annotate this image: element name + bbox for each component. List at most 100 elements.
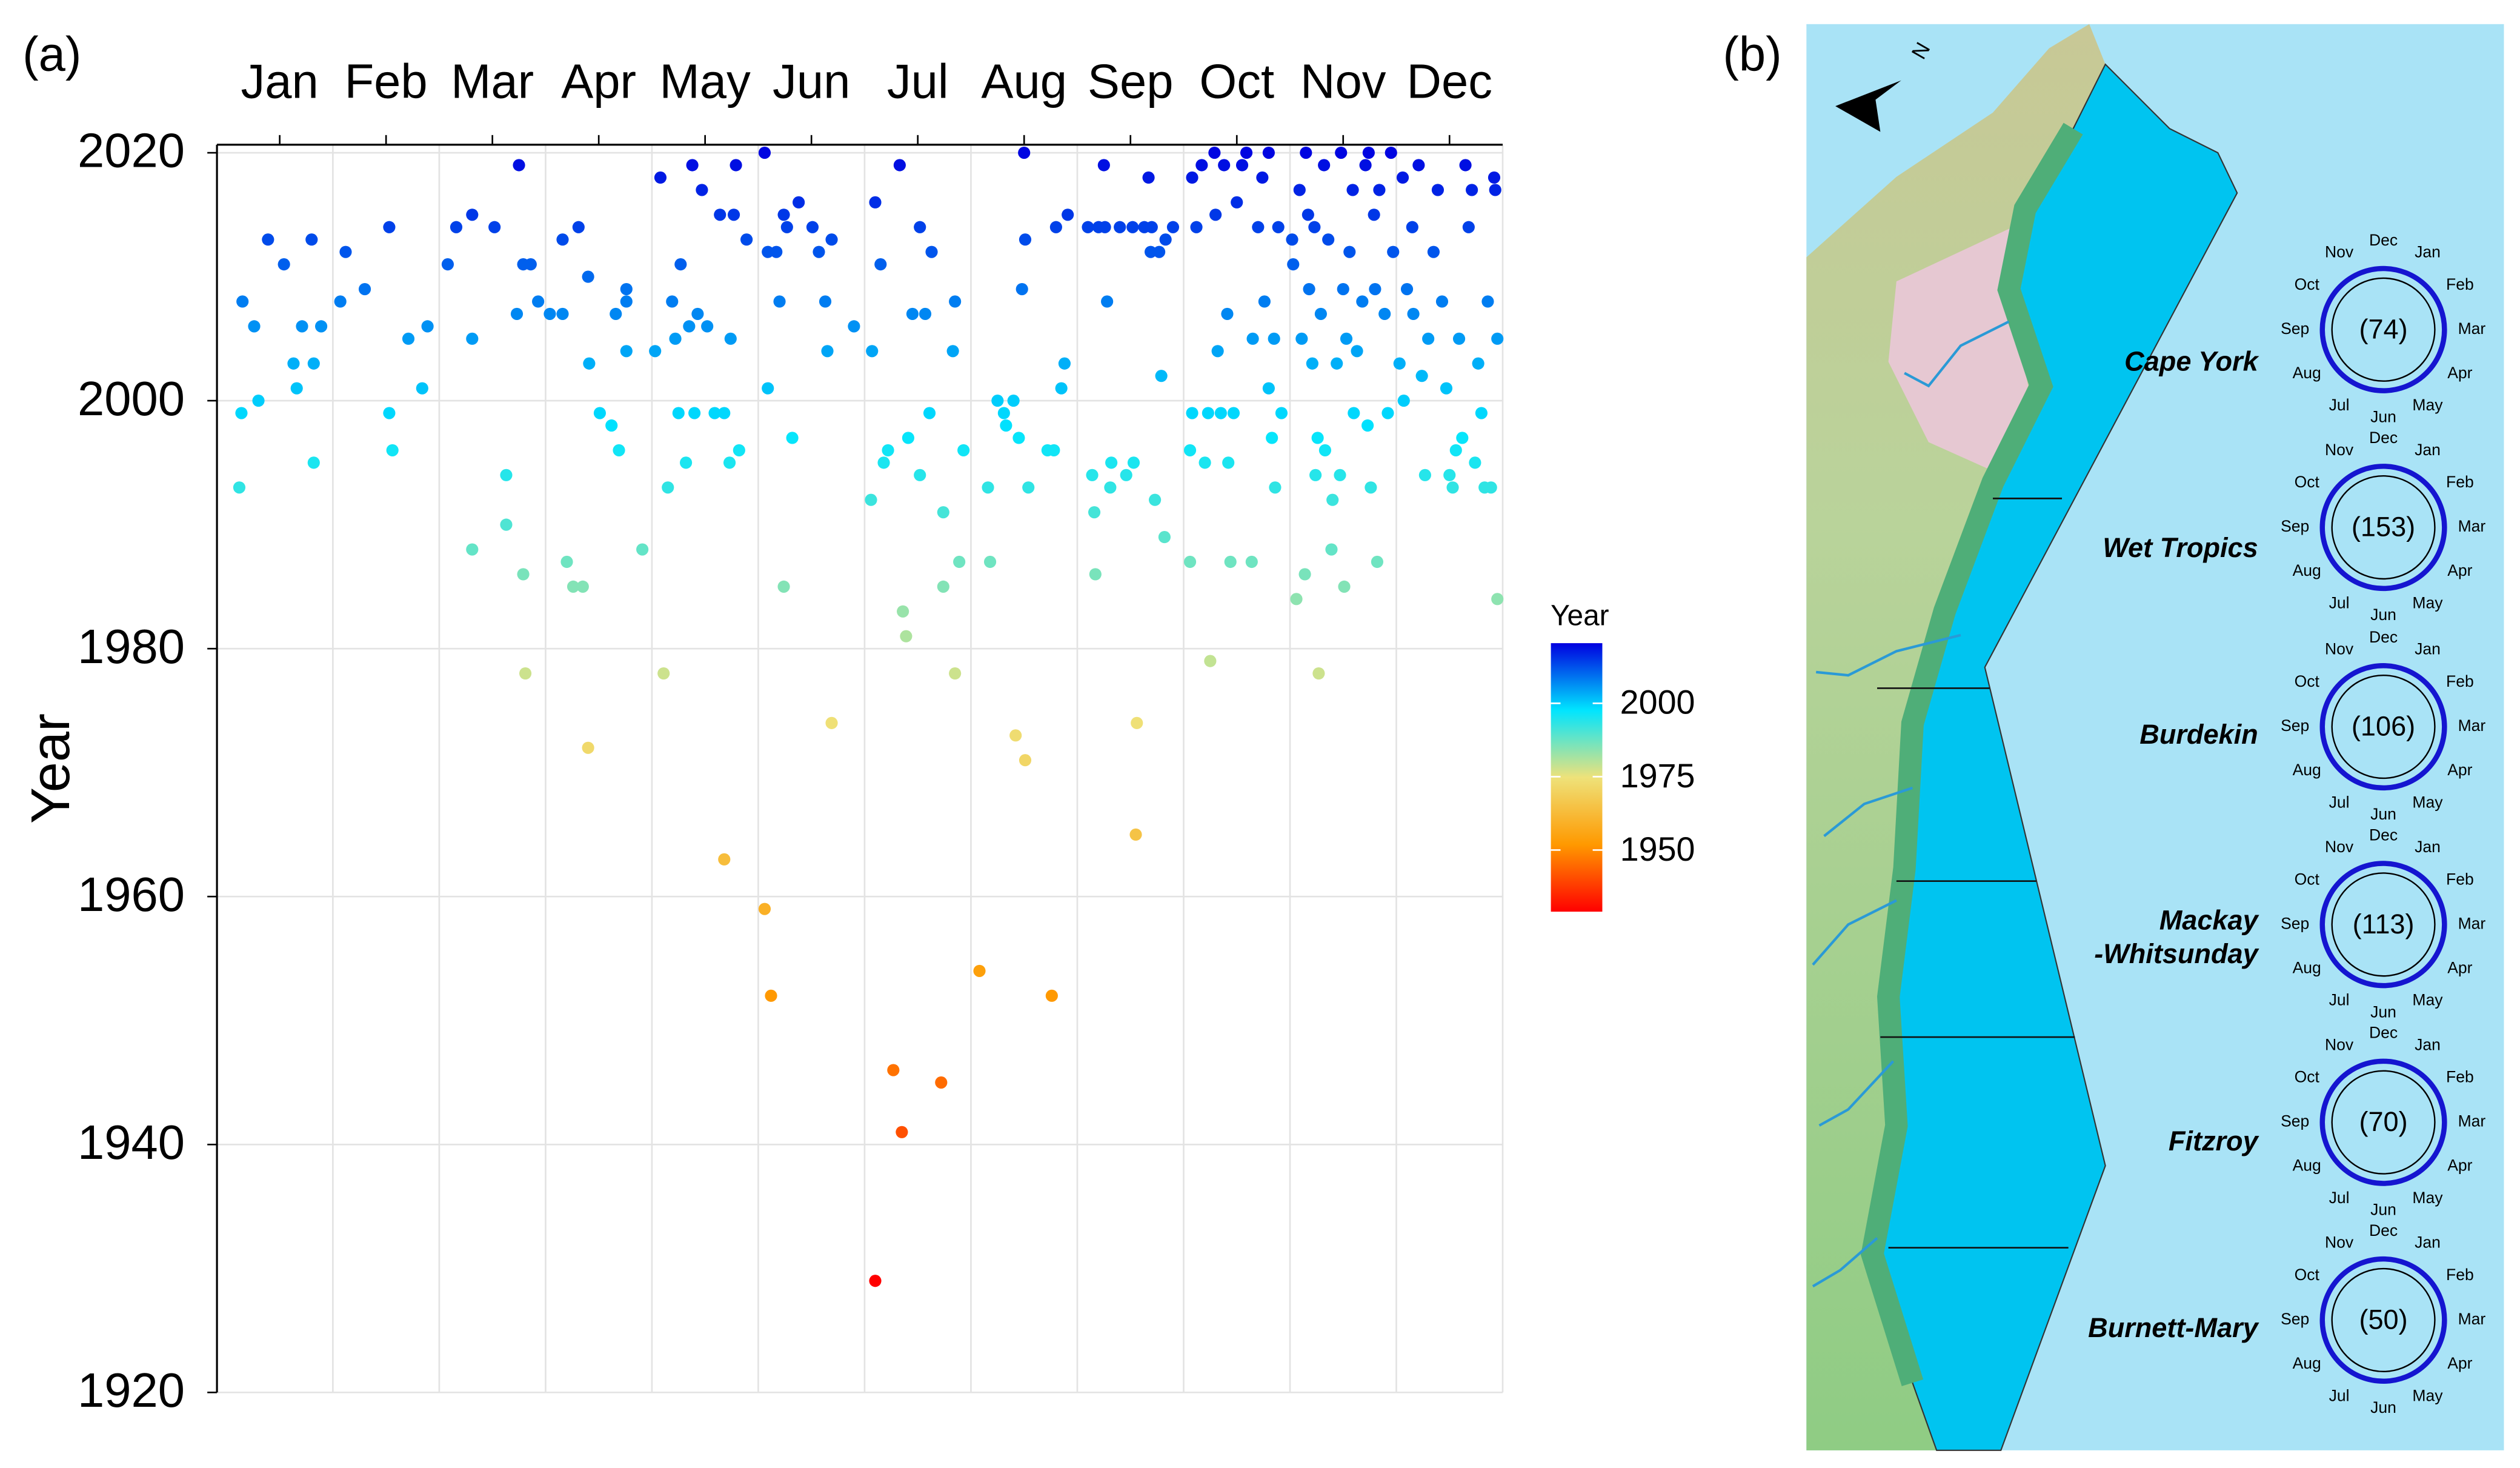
- point: [686, 159, 699, 172]
- point: [402, 332, 415, 345]
- point: [991, 395, 1004, 407]
- point: [893, 159, 906, 172]
- point: [605, 419, 618, 432]
- point: [450, 221, 463, 233]
- y-tick-label: 2020: [78, 124, 185, 178]
- point: [421, 320, 434, 333]
- month-label: Feb: [2446, 1068, 2474, 1086]
- point: [1459, 159, 1472, 172]
- point: [582, 270, 594, 283]
- month-label: Oct: [2295, 1266, 2320, 1284]
- point: [1190, 221, 1203, 233]
- month-label: Oct: [2295, 275, 2320, 293]
- point: [683, 320, 696, 333]
- point: [780, 221, 793, 233]
- x-tick-label: Jan: [241, 55, 318, 108]
- point: [1086, 469, 1099, 481]
- point: [1262, 382, 1275, 395]
- point: [1082, 221, 1094, 233]
- point: [1286, 233, 1298, 246]
- point: [866, 345, 879, 358]
- month-label: Feb: [2446, 672, 2474, 690]
- point: [386, 444, 399, 456]
- radial-outline: [2319, 464, 2447, 592]
- month-label: May: [2412, 1189, 2443, 1207]
- month-label: Mar: [2458, 914, 2486, 932]
- point: [1400, 282, 1414, 296]
- radial-ring: [2331, 1070, 2436, 1175]
- point: [777, 209, 790, 221]
- point: [1371, 555, 1383, 569]
- point: [1325, 543, 1338, 556]
- point: [1334, 469, 1346, 481]
- point: [1346, 184, 1359, 196]
- point: [556, 307, 569, 321]
- point: [1055, 382, 1068, 395]
- point: [882, 444, 894, 456]
- month-label: Sep: [2281, 914, 2309, 932]
- month-label: Jul: [2329, 991, 2350, 1009]
- month-label: Mar: [2458, 517, 2486, 535]
- point: [1153, 245, 1166, 258]
- point: [1016, 282, 1028, 296]
- point: [1266, 432, 1278, 444]
- coastal-strip: [1860, 122, 2083, 1386]
- point: [1452, 332, 1466, 345]
- point: [1058, 357, 1071, 370]
- point: [1245, 555, 1258, 569]
- month-label: Nov: [2325, 640, 2354, 658]
- point: [307, 357, 320, 370]
- month-label: Sep: [2281, 716, 2309, 735]
- point: [1272, 221, 1285, 233]
- month-label: Dec: [2369, 1221, 2398, 1239]
- month-label: Aug: [2293, 1354, 2321, 1372]
- y-tick-label: 1940: [78, 1115, 185, 1169]
- point: [1337, 282, 1349, 296]
- point: [1287, 258, 1300, 271]
- month-label: Apr: [2447, 364, 2472, 382]
- month-label: Nov: [2325, 242, 2354, 261]
- point: [897, 605, 909, 618]
- point: [1012, 432, 1025, 444]
- month-label: Sep: [2281, 1112, 2309, 1130]
- region-name: Mackay: [2159, 904, 2259, 935]
- colorbar-tick-label: 2000: [1620, 684, 1695, 721]
- point: [1406, 221, 1418, 233]
- point: [953, 555, 966, 569]
- month-label: Jun: [2370, 1003, 2396, 1021]
- point: [1049, 221, 1062, 233]
- point: [1019, 754, 1032, 767]
- point: [334, 295, 347, 308]
- point: [1224, 555, 1237, 569]
- point: [466, 332, 479, 345]
- point: [1231, 196, 1243, 209]
- point: [1293, 184, 1306, 196]
- colorbar-title: Year: [1551, 599, 1609, 632]
- point: [887, 1064, 900, 1076]
- point: [544, 307, 556, 321]
- radial-ring: [2331, 277, 2436, 382]
- point: [1335, 146, 1348, 159]
- point: [874, 258, 887, 271]
- point: [666, 295, 679, 308]
- point: [773, 295, 786, 308]
- point: [583, 357, 596, 370]
- point: [1462, 221, 1475, 233]
- month-label: Dec: [2369, 429, 2398, 447]
- point: [900, 630, 913, 642]
- month-label: Mar: [2458, 716, 2486, 735]
- point: [1314, 307, 1327, 321]
- point: [1105, 456, 1118, 469]
- point: [669, 332, 682, 345]
- month-label: Jun: [2370, 805, 2396, 823]
- point: [1258, 295, 1271, 308]
- point: [1104, 481, 1117, 494]
- point: [957, 444, 970, 456]
- point: [513, 159, 525, 172]
- point: [1114, 221, 1126, 233]
- point: [1204, 655, 1217, 667]
- point: [1373, 184, 1386, 196]
- month-label: Dec: [2369, 1024, 2398, 1042]
- month-label: Jul: [2329, 1189, 2350, 1207]
